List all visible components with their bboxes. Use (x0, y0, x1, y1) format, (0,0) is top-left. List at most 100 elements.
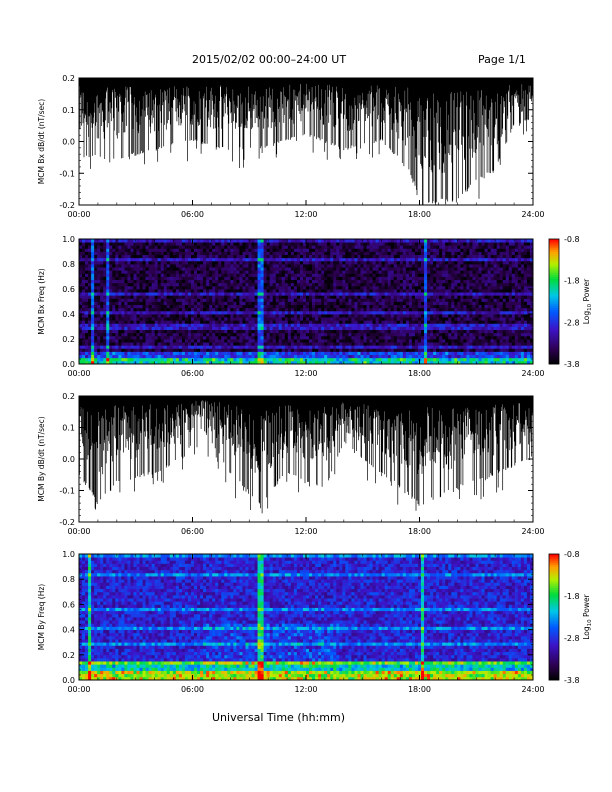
heat-cell (402, 326, 407, 331)
heat-cell (184, 285, 189, 290)
heat-cell (327, 307, 331, 312)
heat-cell (88, 295, 92, 299)
heat-cell (194, 239, 198, 243)
heat-cell (345, 314, 349, 318)
heat-cell (218, 285, 222, 290)
heat-cell (242, 289, 246, 293)
heat-cell (139, 317, 143, 321)
heat-cell (296, 335, 301, 340)
heat-cell (287, 282, 292, 287)
heat-cell (206, 354, 210, 359)
heat-cell (378, 245, 383, 249)
heat-cell (345, 339, 349, 343)
heat-cell (181, 360, 186, 365)
heat-cell (269, 301, 274, 306)
heat-cell (194, 245, 198, 249)
heat-cell (299, 282, 304, 287)
heat-cell (309, 251, 313, 256)
heat-cell (154, 260, 159, 265)
heat-cell (345, 351, 349, 356)
heat-cell (363, 360, 367, 365)
heat-cell (151, 285, 156, 290)
heat-cell (299, 354, 304, 359)
heat-cell (260, 317, 265, 321)
heat-cell (203, 348, 207, 352)
heat-cell (254, 245, 258, 249)
heat-cell (118, 239, 122, 243)
heat-cell (212, 273, 216, 277)
heat-cell (215, 345, 219, 349)
heat-cell (224, 332, 228, 337)
heat-cell (399, 285, 404, 290)
heat-cell (414, 289, 419, 293)
heat-cell (330, 254, 334, 259)
heat-cell (390, 339, 395, 343)
heat-cell (163, 301, 168, 306)
heat-cell (369, 329, 373, 334)
heat-cell (348, 282, 352, 287)
heat-cell (296, 320, 301, 324)
heat-cell (399, 292, 404, 296)
heat-cell (387, 357, 392, 362)
heat-cell (402, 335, 407, 340)
heat-cell (236, 326, 240, 331)
heat-cell (85, 239, 89, 243)
heat-cell (263, 357, 268, 362)
heat-cell (212, 310, 216, 315)
heat-cell (248, 326, 252, 331)
heat-cell (315, 357, 319, 362)
heat-cell (251, 285, 255, 290)
heat-cell (206, 285, 210, 290)
heat-cell (227, 320, 231, 324)
heat-cell (408, 332, 413, 337)
heat-cell (284, 314, 289, 318)
heat-cell (79, 282, 83, 287)
heat-cell (333, 351, 337, 356)
heat-cell (411, 264, 416, 268)
heat-cell (345, 254, 349, 259)
heat-cell (427, 239, 431, 243)
heat-cell (242, 326, 246, 331)
heat-cell (433, 314, 437, 318)
heat-cell (290, 332, 295, 337)
heat-cell (154, 314, 159, 318)
heat-cell (302, 314, 307, 318)
heat-cell (278, 245, 283, 249)
heat-cell (124, 245, 128, 249)
heat-cell (348, 332, 352, 337)
heat-cell (181, 332, 186, 337)
heat-cell (402, 251, 407, 256)
heat-cell (184, 323, 189, 327)
heat-cell (315, 248, 319, 252)
heat-cell (230, 301, 234, 306)
heat-cell (402, 320, 407, 324)
heat-cell (296, 332, 301, 337)
heat-cell (327, 251, 331, 256)
heat-cell (118, 329, 122, 334)
heat-cell (442, 282, 446, 287)
heat-cell (327, 254, 331, 259)
heat-cell (396, 273, 401, 277)
heat-cell (345, 301, 349, 306)
heat-cell (130, 289, 134, 293)
heat-cell (97, 329, 101, 334)
heat-cell (396, 289, 401, 293)
heat-cell (218, 348, 222, 352)
heat-cell (100, 248, 104, 252)
heat-cell (284, 301, 289, 306)
heat-cell (324, 320, 328, 324)
heat-cell (424, 354, 428, 359)
heat-cell (212, 251, 216, 256)
heat-cell (436, 295, 440, 299)
heat-cell (230, 264, 234, 268)
heat-cell (439, 245, 443, 249)
heat-cell (215, 292, 219, 296)
heat-cell (257, 276, 261, 281)
heat-cell (278, 276, 283, 281)
heat-cell (106, 298, 110, 302)
heat-cell (402, 264, 407, 268)
heat-cell (181, 239, 186, 243)
heat-cell (200, 342, 204, 346)
heat-cell (363, 310, 367, 315)
heat-cell (330, 264, 334, 268)
